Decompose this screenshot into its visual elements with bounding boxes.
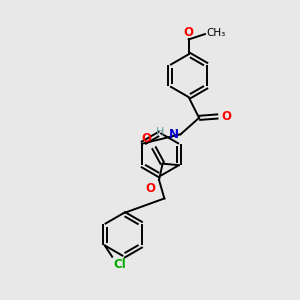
- Text: O: O: [221, 110, 231, 123]
- Text: H: H: [156, 127, 164, 137]
- Text: O: O: [184, 26, 194, 38]
- Text: O: O: [141, 132, 151, 145]
- Text: O: O: [146, 182, 155, 194]
- Text: N: N: [169, 128, 179, 141]
- Text: Cl: Cl: [114, 258, 126, 271]
- Text: CH₃: CH₃: [206, 28, 226, 38]
